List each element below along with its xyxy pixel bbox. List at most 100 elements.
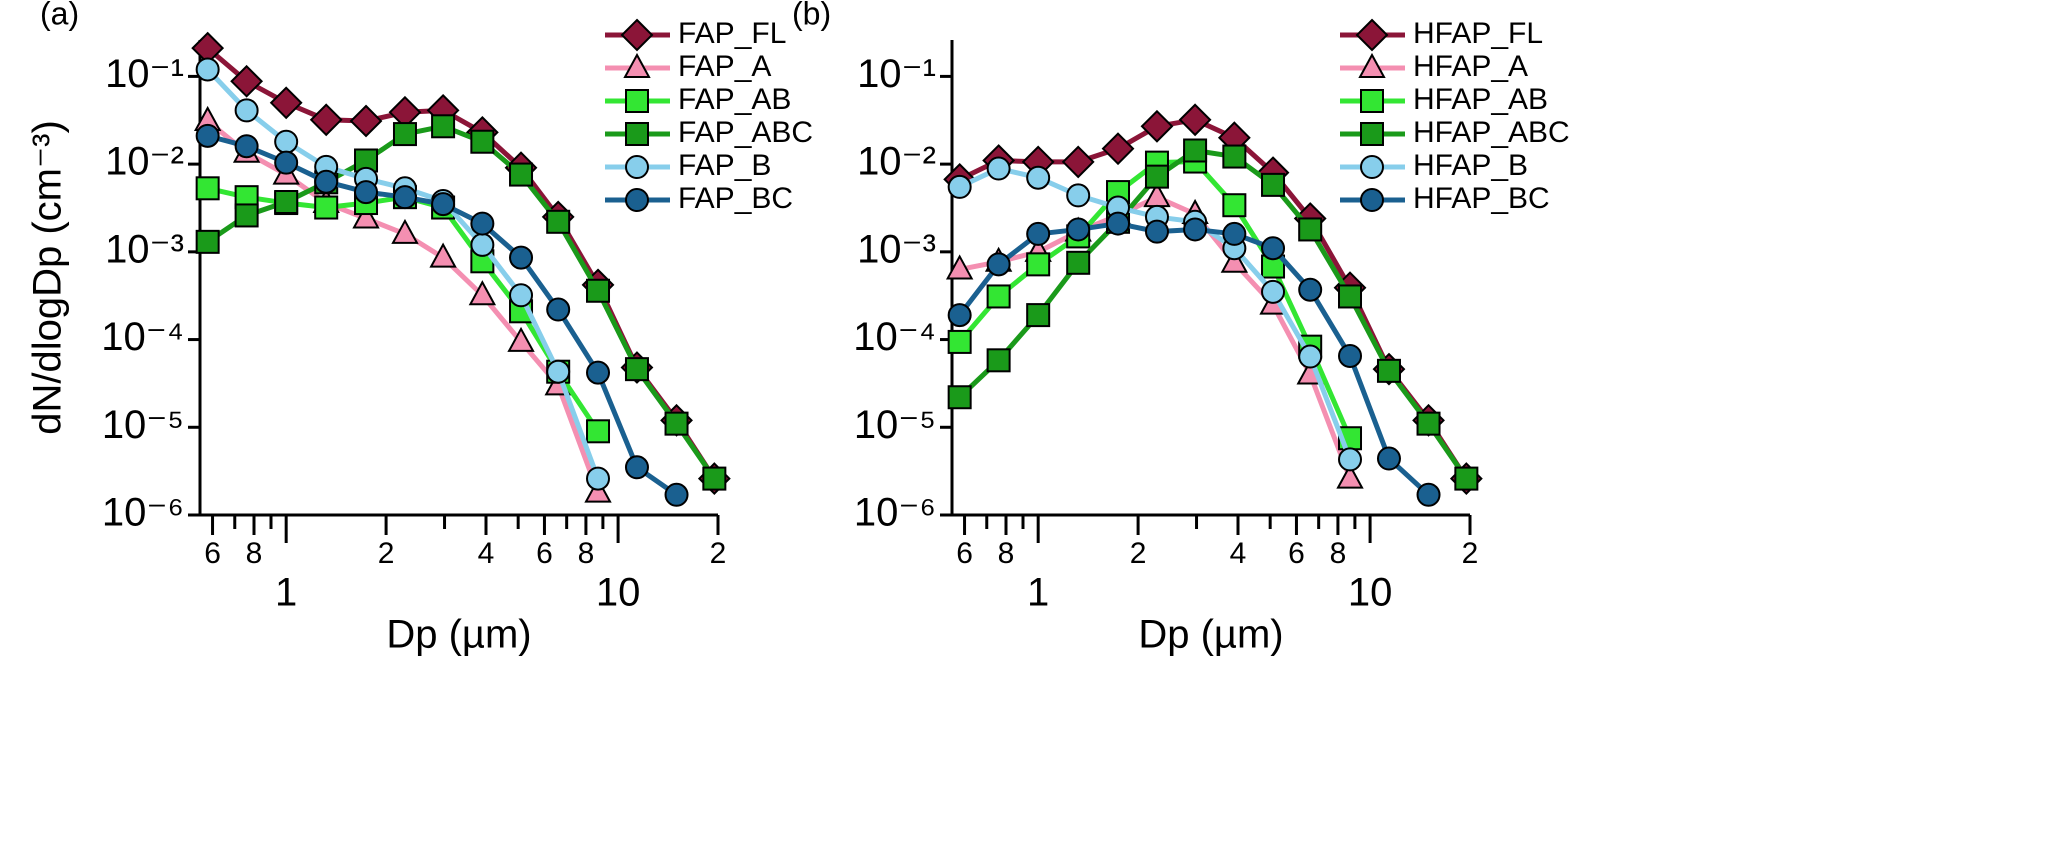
legend-label: HFAP_B [1413, 149, 1528, 182]
marker [1338, 284, 1363, 309]
marker [309, 103, 343, 137]
marker [947, 329, 972, 354]
marker [1066, 183, 1091, 208]
marker [470, 232, 495, 257]
x-tick-label: 6 [956, 537, 973, 570]
marker [234, 134, 259, 159]
x-axis-label: Dp (µm) [386, 613, 531, 657]
marker [947, 385, 972, 410]
marker [1416, 411, 1441, 436]
marker [195, 123, 220, 148]
marker [1066, 217, 1091, 242]
x-tick-label: 8 [246, 537, 263, 570]
legend-marker [625, 188, 649, 212]
marker [1338, 447, 1363, 472]
x-tick-label: 4 [1230, 537, 1247, 570]
series [195, 123, 689, 507]
x-tick-label: 1 [275, 571, 297, 615]
marker [1222, 221, 1247, 246]
legend-marker [1358, 52, 1386, 78]
marker [1336, 463, 1364, 489]
legend-label: FAP_B [678, 149, 771, 182]
y-axis-label: dN/dlogDp (cm⁻³) [26, 120, 70, 435]
marker [470, 211, 495, 236]
legend-marker [1360, 155, 1384, 179]
marker [314, 169, 339, 194]
y-tick-label: 10⁻¹ [105, 52, 184, 96]
legend-marker [1360, 188, 1384, 212]
marker [274, 150, 299, 175]
marker [1026, 252, 1051, 277]
legend-marker [620, 18, 654, 52]
x-tick-label: 1 [1027, 571, 1049, 615]
series [947, 138, 1479, 491]
marker [986, 348, 1011, 373]
marker [1376, 358, 1401, 383]
marker [1222, 144, 1247, 169]
y-tick-label: 10⁻³ [857, 227, 936, 271]
marker [352, 203, 380, 229]
legend-marker [1355, 18, 1389, 52]
marker [586, 360, 611, 385]
marker [509, 162, 534, 187]
marker [1183, 217, 1208, 242]
marker [392, 185, 417, 210]
marker [1106, 211, 1131, 236]
marker [354, 180, 379, 205]
marker [269, 86, 303, 120]
legend-marker [623, 52, 651, 78]
legend-marker [625, 122, 649, 146]
marker [391, 218, 419, 244]
marker [945, 254, 974, 280]
legend-label: HFAP_AB [1413, 83, 1548, 116]
x-tick-label: 8 [998, 537, 1015, 570]
x-tick-label: 4 [478, 537, 495, 570]
marker [195, 57, 220, 82]
marker [431, 192, 456, 217]
legend-label: FAP_BC [678, 182, 793, 215]
marker [1454, 466, 1479, 491]
x-tick-label: 2 [1130, 537, 1147, 570]
marker [195, 176, 220, 201]
legend-marker [1360, 89, 1384, 113]
y-tick-label: 10⁻¹ [857, 52, 936, 96]
y-tick-label: 10⁻⁵ [102, 403, 184, 447]
marker [1066, 250, 1091, 275]
marker [947, 303, 972, 328]
x-tick-label: 10 [596, 571, 641, 615]
x-tick-label: 6 [204, 537, 221, 570]
y-tick-label: 10⁻⁴ [853, 315, 936, 359]
marker [509, 283, 534, 308]
legend-label: FAP_AB [678, 83, 791, 116]
marker [1183, 138, 1208, 163]
y-tick-label: 10⁻⁵ [854, 403, 936, 447]
x-tick-label: 2 [378, 537, 395, 570]
marker [1026, 303, 1051, 328]
legend-label: HFAP_A [1413, 50, 1528, 83]
marker [1026, 221, 1051, 246]
series [943, 103, 1483, 496]
y-tick-label: 10⁻⁶ [102, 491, 184, 535]
marker [584, 477, 612, 503]
marker [468, 280, 497, 306]
panel-label: (b) [792, 0, 831, 31]
marker [1261, 279, 1286, 304]
x-tick-label: 8 [1330, 537, 1347, 570]
marker [234, 203, 259, 228]
marker [986, 284, 1011, 309]
x-axis-label: Dp (µm) [1138, 613, 1283, 657]
marker [1298, 217, 1323, 242]
legend-marker [625, 155, 649, 179]
x-tick-label: 2 [1462, 537, 1479, 570]
x-tick-label: 6 [1288, 537, 1305, 570]
marker [624, 455, 649, 480]
marker [1101, 132, 1135, 166]
marker [1222, 193, 1247, 218]
marker [1178, 103, 1212, 137]
marker [586, 466, 611, 491]
legend-label: FAP_FL [678, 17, 786, 50]
marker [234, 98, 259, 123]
marker [1261, 236, 1286, 261]
marker [274, 189, 299, 214]
